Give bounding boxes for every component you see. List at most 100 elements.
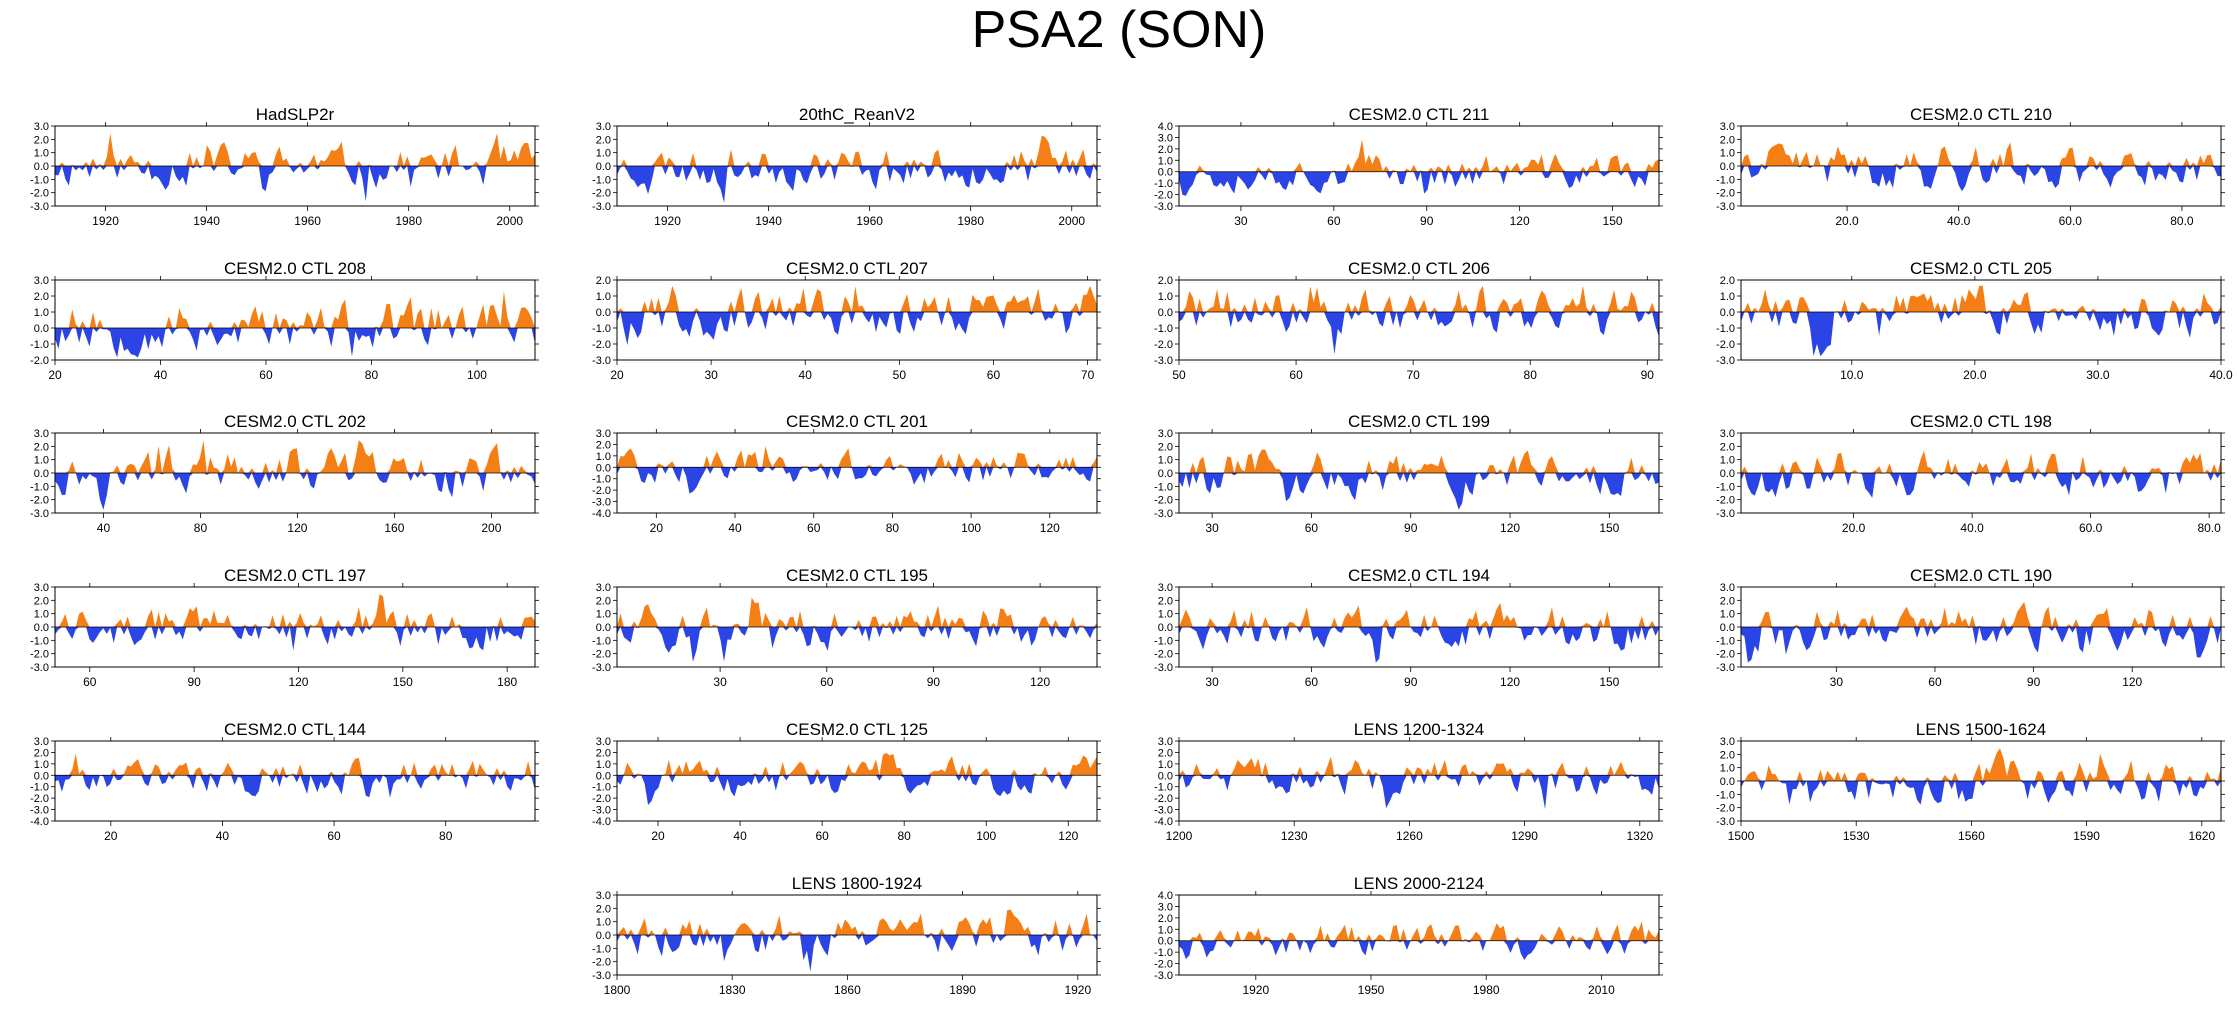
y-tick-label: -3.0 — [592, 201, 611, 213]
x-tick-label: 120 — [1510, 214, 1530, 228]
y-tick-label: -3.0 — [1154, 805, 1173, 817]
y-tick-label: -1.0 — [30, 635, 49, 647]
x-tick-label: 120 — [1040, 521, 1060, 535]
positive-anomaly-area — [55, 133, 535, 166]
x-tick-label: 40 — [154, 368, 168, 382]
positive-anomaly-area — [617, 909, 1097, 935]
y-tick-label: -1.0 — [30, 782, 49, 794]
positive-anomaly-area — [55, 291, 535, 328]
x-tick-label: 60 — [327, 829, 341, 843]
x-tick-label: 70 — [1081, 368, 1095, 382]
y-tick-label: 0.0 — [34, 770, 49, 782]
y-tick-label: 1.0 — [596, 917, 611, 929]
positive-anomaly-area — [1741, 285, 2221, 312]
panel-title: CESM2.0 CTL 125 — [786, 720, 928, 739]
negative-anomaly-area — [55, 328, 535, 358]
chart-svg: CESM2.0 CTL 197 3.02.0 1.00.0-1.0 -2.0-3.0 6… — [30, 566, 539, 689]
y-tick-label: 1.0 — [596, 609, 611, 621]
positive-anomaly-area — [1179, 285, 1659, 312]
y-tick-label: -1.0 — [1154, 635, 1173, 647]
x-tick-label: 50 — [893, 368, 907, 382]
x-tick-label: 10.0 — [1840, 368, 1864, 382]
negative-anomaly-area — [1741, 781, 2221, 805]
chart-panel: LENS 1800-1924 3.0 2.0 1.0 0.0 -1.0 -2.0 -3.0 18… — [565, 869, 1113, 997]
x-tick-label: 1830 — [719, 983, 746, 997]
plot-frame — [1178, 279, 1660, 361]
x-tick-label: 150 — [1599, 521, 1619, 535]
chart-panel: CESM2.0 CTL 202 3.0 2.0 1.0 0.0 -1.0 -2.0 -3.0 4… — [3, 407, 551, 535]
x-tick-label: 1320 — [1626, 829, 1653, 843]
y-tick-label: 0.0 — [1158, 622, 1173, 634]
y-tick-label: 3.0 — [1720, 428, 1735, 440]
panel-title: LENS 1200-1324 — [1354, 720, 1484, 739]
y-tick-label: 1.0 — [1720, 455, 1735, 467]
y-tick-label: -3.0 — [592, 805, 611, 817]
x-tick-label: 120 — [288, 675, 308, 689]
panel-title: CESM2.0 CTL 199 — [1348, 412, 1490, 431]
x-tick-label: 80 — [1524, 368, 1538, 382]
x-tick-label: 80 — [365, 368, 379, 382]
panel-title: CESM2.0 CTL 207 — [786, 259, 928, 278]
y-tick-label: -1.0 — [1716, 481, 1735, 493]
x-tick-label: 150 — [1603, 214, 1623, 228]
x-tick-label: 20 — [104, 829, 118, 843]
y-tick-label: 0.0 — [1720, 307, 1735, 319]
y-tick-label: 0.0 — [1720, 161, 1735, 173]
x-tick-label: 60 — [1928, 675, 1942, 689]
x-tick-label: 90 — [1404, 521, 1418, 535]
plot-frame — [1178, 894, 1660, 976]
y-tick-label: 2.0 — [596, 275, 611, 287]
positive-anomaly-area — [617, 752, 1097, 776]
x-tick-label: 20.0 — [1963, 368, 1987, 382]
y-tick-label: 3.0 — [1158, 736, 1173, 748]
y-tick-label: 2.0 — [34, 441, 49, 453]
y-tick-label: -2.0 — [1154, 495, 1173, 507]
y-tick-label: 0.0 — [34, 161, 49, 173]
x-tick-label: 60 — [815, 829, 829, 843]
y-tick-label: 2.0 — [1720, 595, 1735, 607]
y-tick-label: 3.0 — [1158, 901, 1173, 913]
plot-frame — [1740, 279, 2222, 361]
x-tick-label: 60 — [83, 675, 97, 689]
positive-anomaly-area — [617, 597, 1097, 627]
y-tick-label: 2.0 — [34, 747, 49, 759]
y-tick-label: -2.0 — [30, 495, 49, 507]
x-tick-label: 1500 — [1728, 829, 1755, 843]
y-tick-label: 0.0 — [1720, 468, 1735, 480]
chart-panel: CESM2.0 CTL 198 3.0 2.0 1.0 0.0 -1.0 -2.0 -3.0 2… — [1689, 407, 2237, 535]
y-tick-label: 4.0 — [1158, 121, 1173, 133]
chart-panel: CESM2.0 CTL 197 3.0 2.0 1.0 0.0 -1.0 -2.0 -3.0 6… — [3, 561, 551, 689]
y-tick-label: 0.0 — [1158, 936, 1173, 948]
panel-title: CESM2.0 CTL 210 — [1910, 105, 2052, 124]
y-tick-label: -1.0 — [592, 474, 611, 486]
chart-svg: CESM2.0 CTL 125 3.02.01.00.0-1.0-2.0-3.0-… — [592, 720, 1101, 843]
y-tick-label: -1.0 — [30, 481, 49, 493]
y-tick-label: -1.0 — [1154, 782, 1173, 794]
y-tick-label: -4.0 — [30, 816, 49, 828]
x-tick-label: 1230 — [1281, 829, 1308, 843]
x-tick-label: 90 — [927, 675, 941, 689]
y-tick-label: 3.0 — [1720, 121, 1735, 133]
y-tick-label: 1.0 — [34, 148, 49, 160]
y-tick-label: 1.0 — [1720, 291, 1735, 303]
x-tick-label: 40 — [799, 368, 813, 382]
panel-title: HadSLP2r — [256, 105, 335, 124]
y-tick-label: -1.0 — [30, 174, 49, 186]
x-tick-label: 20.0 — [1842, 521, 1866, 535]
x-tick-label: 2000 — [496, 214, 523, 228]
x-tick-label: 1890 — [949, 983, 976, 997]
panel-title: CESM2.0 CTL 190 — [1910, 566, 2052, 585]
panel-title: LENS 2000-2124 — [1354, 874, 1484, 893]
x-tick-label: 120 — [1058, 829, 1078, 843]
x-tick-label: 40.0 — [2209, 368, 2233, 382]
chart-panel: LENS 1500-1624 3.0 2.0 1.0 0.0 -1.0 -2.0 -3.0 15… — [1689, 715, 2237, 843]
y-tick-label: -3.0 — [592, 662, 611, 674]
negative-anomaly-area — [1741, 627, 2221, 663]
positive-anomaly-area — [1179, 921, 1659, 941]
positive-anomaly-area — [617, 135, 1097, 166]
x-tick-label: 40 — [733, 829, 747, 843]
negative-anomaly-area — [1179, 171, 1659, 196]
positive-anomaly-area — [1179, 602, 1659, 627]
y-tick-label: 3.0 — [34, 582, 49, 594]
y-tick-label: -1.0 — [592, 174, 611, 186]
